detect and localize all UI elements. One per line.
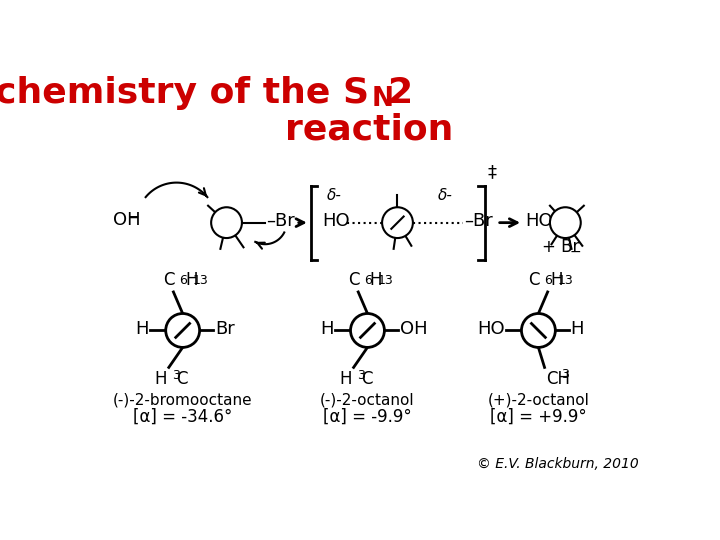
Text: H: H [550,271,562,289]
Text: C: C [176,370,188,388]
Text: OH: OH [113,211,141,230]
Text: + Br: + Br [542,238,580,256]
Text: 13: 13 [558,274,573,287]
Text: CH: CH [546,370,570,388]
Text: 13: 13 [377,274,393,287]
Text: C: C [163,271,175,289]
Text: reaction: reaction [285,112,453,146]
Text: −: − [127,210,139,224]
Text: © E.V. Blackburn, 2010: © E.V. Blackburn, 2010 [477,457,639,471]
Text: HO: HO [477,320,505,338]
Text: HO: HO [322,212,350,230]
Text: C: C [528,271,540,289]
Text: –Br: –Br [464,212,493,230]
Text: H: H [155,370,167,388]
Text: [α] = -34.6°: [α] = -34.6° [133,408,233,426]
Text: δ-: δ- [438,188,453,203]
Text: H: H [571,320,584,338]
Text: Br: Br [215,320,235,338]
Text: N: N [372,86,393,112]
Circle shape [351,314,384,347]
Text: 6: 6 [544,274,552,287]
Text: HO–: HO– [526,212,562,230]
Text: δ-: δ- [327,188,341,203]
Text: C: C [361,370,373,388]
Text: 2: 2 [387,76,413,110]
Text: H: H [135,320,149,338]
Text: 3: 3 [562,368,570,381]
Text: 3: 3 [356,369,364,382]
Text: −: − [570,245,582,259]
Circle shape [211,207,242,238]
Circle shape [382,207,413,238]
Text: [α] = +9.9°: [α] = +9.9° [490,408,587,426]
Text: H: H [320,320,333,338]
Text: (-)-2-bromooctane: (-)-2-bromooctane [113,392,253,407]
Text: 13: 13 [193,274,208,287]
Text: 6: 6 [364,274,372,287]
Text: OH: OH [400,320,428,338]
Circle shape [166,314,199,347]
Text: 3: 3 [172,369,180,382]
Text: –Br: –Br [266,212,295,230]
Text: C: C [348,271,360,289]
Text: Stereochemistry of the S: Stereochemistry of the S [0,76,369,110]
Text: H: H [185,271,197,289]
Text: (+)-2-octanol: (+)-2-octanol [487,392,590,407]
Text: 6: 6 [179,274,187,287]
Circle shape [550,207,581,238]
Text: ‡: ‡ [487,163,497,181]
Text: H: H [340,370,352,388]
Circle shape [521,314,555,347]
Text: [α] = -9.9°: [α] = -9.9° [323,408,412,426]
Text: (-)-2-octanol: (-)-2-octanol [320,392,415,407]
Text: H: H [370,271,382,289]
